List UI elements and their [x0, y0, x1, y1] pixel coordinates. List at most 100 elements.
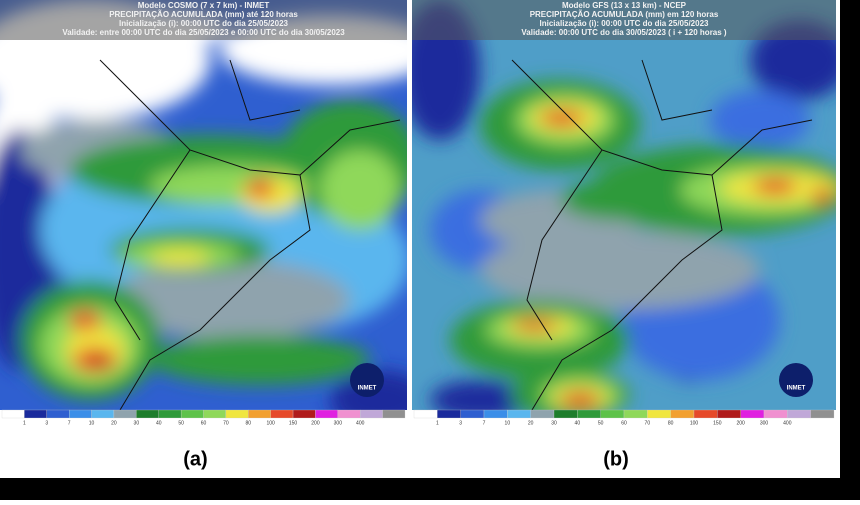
colorbar-tile — [180, 409, 204, 419]
colorbar-tile — [787, 409, 811, 419]
colorbar-tile — [437, 409, 461, 419]
colorbar-label: 40 — [575, 420, 581, 426]
precip-area — [430, 380, 530, 410]
precip-area — [750, 20, 836, 100]
precip-area — [812, 188, 832, 204]
header-line: Modelo COSMO (7 x 7 km) - INMET — [138, 1, 270, 10]
colorbar-label: 300 — [334, 420, 343, 426]
colorbar-tile — [623, 409, 648, 419]
colorbar-tile — [763, 409, 788, 419]
colorbar-label: 30 — [551, 420, 557, 426]
precip-area — [753, 178, 797, 194]
colorbar-tile — [460, 409, 485, 419]
colorbar-tile — [46, 409, 70, 419]
colorbar-label: 20 — [111, 420, 117, 426]
colorbar-label: 50 — [178, 420, 184, 426]
map-b: Modelo GFS (13 x 13 km) - NCEPPRECIPITAÇ… — [412, 0, 836, 410]
precip-area — [69, 310, 101, 330]
colorbar-label: 50 — [598, 420, 604, 426]
border — [0, 478, 860, 500]
header-line: PRECIPITAÇÃO ACUMULADA (mm) em 120 horas — [530, 10, 719, 19]
precip-area — [480, 230, 760, 310]
header-band — [0, 0, 407, 40]
header-line: Modelo GFS (13 x 13 km) - NCEP — [562, 1, 687, 10]
colorbar-tile — [483, 409, 508, 419]
precip-area — [513, 319, 557, 331]
precip-area — [320, 150, 400, 230]
colorbar-label: 60 — [201, 420, 207, 426]
colorbar-tile — [91, 409, 115, 419]
colorbar-tile — [577, 409, 601, 419]
colorbar-tile — [1, 409, 25, 419]
colorbar-label: 80 — [245, 420, 251, 426]
colorbar-label: 150 — [289, 420, 298, 426]
colorbar-label: 400 — [783, 420, 792, 426]
colorbar-tile — [810, 409, 835, 419]
colorbar-label: 300 — [760, 420, 769, 426]
panel-caption: (a) — [183, 448, 207, 470]
colorbar-label: 7 — [483, 420, 486, 426]
precip-area — [540, 110, 584, 126]
colorbar-label: 40 — [156, 420, 162, 426]
colorbar-tile — [69, 409, 92, 419]
precip-area — [560, 180, 680, 220]
colorbar-tile — [113, 409, 137, 419]
header-band — [412, 0, 836, 40]
borders — [511, 59, 813, 410]
border — [840, 0, 860, 500]
header-line: Validade: entre 00:00 UTC do dia 25/05/2… — [62, 28, 345, 37]
colorbar-label: 1 — [23, 420, 26, 426]
colorbar-tile — [717, 409, 741, 419]
colorbar-label: 1 — [436, 420, 439, 426]
colorbar-label: 150 — [713, 420, 722, 426]
precip-area — [150, 335, 370, 385]
colorbar-tile — [647, 409, 671, 419]
colorbar-tile — [360, 409, 383, 419]
colorbar-tile — [315, 409, 338, 419]
colorbar-tile — [136, 409, 159, 419]
colorbar-label: 100 — [690, 420, 699, 426]
colorbar-tile — [507, 409, 531, 419]
colorbar-label: 200 — [736, 420, 745, 426]
colorbar-label: 3 — [459, 420, 462, 426]
colorbar-tile — [382, 409, 406, 419]
colorbar-label: 200 — [311, 420, 320, 426]
colorbar-tile — [292, 409, 316, 419]
colorbar-label: 20 — [528, 420, 534, 426]
colorbar-label: 80 — [668, 420, 674, 426]
precip-area — [710, 90, 810, 150]
precip-area — [90, 356, 110, 368]
colorbar-label: 400 — [356, 420, 365, 426]
panel-caption: (b) — [603, 448, 629, 470]
colorbar-tile — [158, 409, 182, 419]
colorbar-tile — [600, 409, 625, 419]
precip-area — [150, 250, 210, 266]
colorbar-tile — [337, 409, 361, 419]
colorbar-tile — [693, 409, 718, 419]
colorbar-tile — [24, 409, 47, 419]
map-a: Modelo COSMO (7 x 7 km) - INMETPRECIPITA… — [0, 0, 407, 410]
colorbar-tile — [203, 409, 227, 419]
colorbar-label: 30 — [134, 420, 140, 426]
colorbar-tile — [413, 409, 438, 419]
colorbar-tile — [740, 409, 765, 419]
colorbar-tile — [225, 409, 249, 419]
colorbar-label: 10 — [89, 420, 95, 426]
borders — [99, 59, 401, 410]
colorbar-tile — [553, 409, 578, 419]
header-line: Validade: 00:00 UTC do dia 30/05/2023 ( … — [521, 28, 727, 37]
colorbar-label: 7 — [68, 420, 71, 426]
precip-area — [246, 178, 274, 198]
colorbar-label: 70 — [223, 420, 229, 426]
colorbar-tile — [670, 409, 695, 419]
colorbar-tile — [248, 409, 271, 419]
colorbar-label: 3 — [45, 420, 48, 426]
logo-text: INMET — [358, 386, 377, 392]
logo-badge — [350, 363, 384, 397]
colorbar-label: 70 — [645, 420, 651, 426]
header-line: Inicialização (i): 00:00 UTC do dia 25/0… — [540, 19, 710, 28]
colorbar-tile — [270, 409, 294, 419]
logo-badge — [779, 363, 813, 397]
header-line: Inicialização (i): 00:00 UTC do dia 25/0… — [119, 19, 289, 28]
